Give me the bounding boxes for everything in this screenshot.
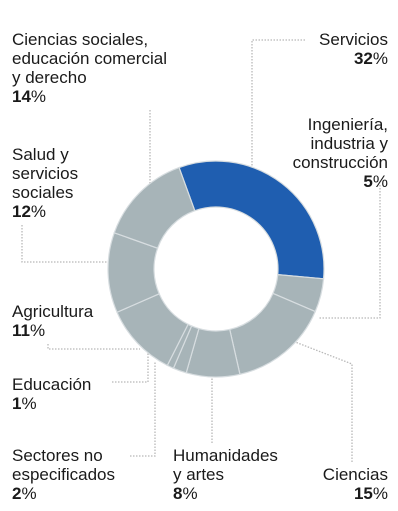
label-cs-sociales-line2: educación comercial [12, 49, 167, 68]
donut-slice-2 [229, 292, 317, 376]
label-ciencias: Ciencias 15% [322, 465, 388, 503]
label-ingenieria-line2: industria y [310, 134, 388, 153]
value-salud: 12 [12, 202, 31, 221]
label-ingenieria-line1: Ingeniería, [307, 115, 388, 134]
label-sectores-line1: Sectores no [12, 446, 103, 465]
label-cs-sociales-line3: y derecho [12, 68, 87, 87]
label-humanidades-line2: y artes [173, 465, 225, 484]
label-ingenieria: Ingeniería, industria y construcción 5% [292, 115, 388, 191]
leader-line-sectores [130, 362, 156, 457]
value-ciencias: 15 [353, 484, 373, 503]
label-salud-line2: servicios [12, 164, 79, 183]
label-educacion-line1: Educación [12, 375, 92, 394]
label-salud: Salud y servicios sociales 12% [12, 145, 79, 221]
leader-line-educacion [112, 350, 149, 383]
label-cs-sociales: Ciencias sociales, educación comercial y… [12, 30, 167, 106]
label-ingenieria-line3: construcción [292, 153, 388, 172]
label-cs-sociales-line1: Ciencias sociales, [12, 30, 149, 49]
label-educacion: Educación 1% [12, 375, 92, 413]
label-humanidades: Humanidades y artes 8% [173, 446, 278, 503]
value-ingenieria: 5 [363, 172, 373, 191]
value-cs-sociales: 14 [12, 87, 31, 106]
label-salud-line1: Salud y [12, 145, 69, 164]
label-sectores: Sectores no especificados 2% [12, 446, 116, 503]
donut-slices [107, 160, 325, 378]
label-humanidades-line1: Humanidades [173, 446, 278, 465]
label-agricultura: Agricultura 11% [12, 302, 94, 340]
label-agricultura-line1: Agricultura [12, 302, 94, 321]
donut-slice-0 [178, 160, 325, 280]
value-humanidades: 8 [173, 484, 183, 503]
donut-slice-8 [113, 166, 196, 249]
leader-line-ciencias [289, 339, 353, 462]
value-agricultura: 11 [12, 321, 30, 340]
leader-line-agricultura [47, 344, 140, 350]
label-sectores-line2: especificados [12, 465, 116, 484]
leader-line-ingenieria [318, 185, 381, 319]
label-servicios-line1: Servicios [319, 30, 388, 49]
value-sectores: 2 [12, 484, 22, 503]
value-servicios: 32 [353, 49, 373, 68]
label-salud-line3: sociales [12, 183, 74, 202]
leader-lines [21, 39, 381, 462]
label-ciencias-line1: Ciencias [322, 465, 388, 484]
value-educacion: 1 [12, 394, 22, 413]
leader-line-salud [21, 225, 118, 263]
label-servicios: Servicios 32% [319, 30, 388, 68]
